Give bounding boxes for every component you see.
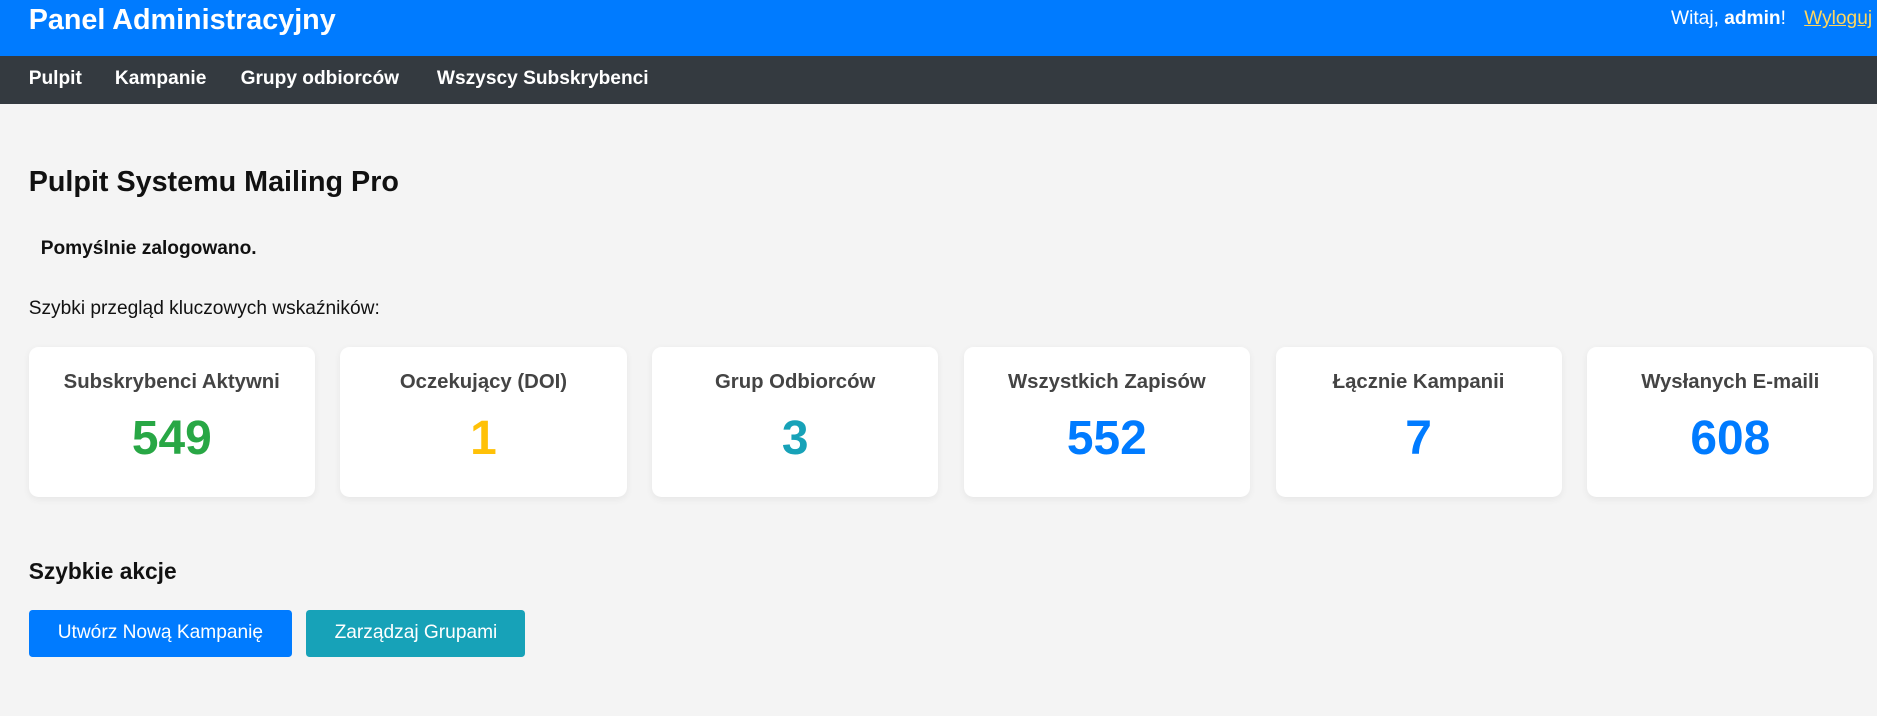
stat-value: 7 — [1405, 411, 1432, 465]
stat-label: Oczekujący (DOI) — [399, 371, 568, 394]
page-title: Pulpit Systemu Mailing Pro — [28, 166, 399, 199]
stat-card: Wysłanych E-maili 608 — [1587, 347, 1874, 497]
top-header: Panel Administracyjny Witaj, admin! Wylo… — [0, 0, 1877, 57]
stat-value: 552 — [1066, 411, 1147, 465]
stat-value: 1 — [470, 411, 497, 465]
username: admin — [1724, 8, 1781, 30]
stat-value: 3 — [781, 411, 809, 465]
main-nav: Pulpit Kampanie Grupy odbiorców Wszyscy … — [0, 56, 1877, 105]
stat-card: Oczekujący (DOI) 1 — [340, 347, 627, 497]
nav-item-subskrybenci[interactable]: Wszyscy Subskrybenci — [436, 68, 649, 90]
stat-value: 549 — [131, 411, 212, 465]
user-greeting: Witaj, admin! — [1671, 8, 1786, 30]
greeting-suffix: ! — [1780, 8, 1786, 30]
nav-item-grupy[interactable]: Grupy odbiorców — [240, 68, 400, 90]
app-title: Panel Administracyjny — [28, 3, 336, 36]
stat-label: Grup Odbiorców — [714, 371, 876, 394]
logout-link[interactable]: Wyloguj — [1804, 8, 1873, 30]
greeting-prefix: Witaj, — [1671, 8, 1725, 30]
create-campaign-button[interactable]: Utwórz Nową Kampanię — [28, 610, 293, 658]
stat-value: 608 — [1690, 411, 1771, 465]
stat-label: Wszystkich Zapisów — [1008, 371, 1206, 394]
nav-item-pulpit[interactable]: Pulpit — [28, 68, 82, 90]
quick-actions-title: Szybkie akcje — [28, 557, 177, 584]
stat-card: Łącznie Kampanii 7 — [1275, 347, 1562, 497]
stat-card: Wszystkich Zapisów 552 — [963, 347, 1250, 497]
manage-groups-button[interactable]: Zarządzaj Grupami — [306, 610, 526, 658]
intro-text: Szybki przegląd kluczowych wskaźników: — [28, 298, 380, 320]
stat-card: Grup Odbiorców 3 — [652, 347, 939, 497]
stat-label: Łącznie Kampanii — [1332, 371, 1505, 394]
nav-item-kampanie[interactable]: Kampanie — [114, 68, 207, 90]
success-message: Pomyślnie zalogowano. — [40, 238, 257, 260]
stat-card: Subskrybenci Aktywni 549 — [28, 347, 315, 497]
stat-label: Subskrybenci Aktywni — [63, 371, 280, 394]
stat-label: Wysłanych E-maili — [1641, 371, 1820, 394]
